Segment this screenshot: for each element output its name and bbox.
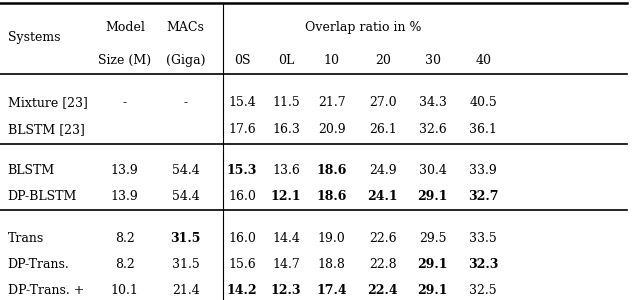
Text: 13.9: 13.9 [111,190,139,203]
Text: 12.1: 12.1 [271,190,301,203]
Text: 12.3: 12.3 [271,284,301,297]
Text: BLSTM [23]: BLSTM [23] [8,123,84,136]
Text: 13.9: 13.9 [111,164,139,176]
Text: 22.4: 22.4 [367,284,398,297]
Text: 54.4: 54.4 [172,190,200,203]
Text: 24.1: 24.1 [367,190,398,203]
Text: 26.1: 26.1 [369,123,397,136]
Text: DP-BLSTM: DP-BLSTM [8,190,77,203]
Text: 18.6: 18.6 [316,190,347,203]
Text: Systems: Systems [8,31,60,44]
Text: Model: Model [105,21,145,34]
Text: 0L: 0L [278,54,294,67]
Text: 22.8: 22.8 [369,258,397,271]
Text: 18.6: 18.6 [316,164,347,176]
Text: 40.5: 40.5 [469,96,497,109]
Text: 32.3: 32.3 [468,258,499,271]
Text: 22.6: 22.6 [369,232,397,245]
Text: 29.1: 29.1 [417,284,448,297]
Text: 32.6: 32.6 [419,123,447,136]
Text: 20.9: 20.9 [317,123,346,136]
Text: 24.9: 24.9 [369,164,397,176]
Text: 32.7: 32.7 [468,190,499,203]
Text: 19.0: 19.0 [317,232,346,245]
Text: 8.2: 8.2 [115,232,134,245]
Text: 21.4: 21.4 [172,284,200,297]
Text: 30: 30 [425,54,441,67]
Text: 10: 10 [323,54,339,67]
Text: 29.5: 29.5 [419,232,446,245]
Text: 15.3: 15.3 [227,164,257,176]
Text: 30.4: 30.4 [419,164,447,176]
Text: 20: 20 [375,54,390,67]
Text: 36.1: 36.1 [469,123,497,136]
Text: Overlap ratio in %: Overlap ratio in % [305,21,421,34]
Text: -: - [184,96,188,109]
Text: Trans: Trans [8,232,44,245]
Text: 14.7: 14.7 [272,258,300,271]
Text: 27.0: 27.0 [369,96,397,109]
Text: 18.8: 18.8 [317,258,346,271]
Text: DP-Trans.: DP-Trans. [8,258,69,271]
Text: 10.1: 10.1 [111,284,139,297]
Text: 16.3: 16.3 [272,123,300,136]
Text: 31.5: 31.5 [170,232,201,245]
Text: 29.1: 29.1 [417,190,448,203]
Text: 33.5: 33.5 [469,232,497,245]
Text: 15.6: 15.6 [228,258,256,271]
Text: MACs: MACs [166,21,205,34]
Text: 34.3: 34.3 [419,96,447,109]
Text: 32.5: 32.5 [469,284,497,297]
Text: 16.0: 16.0 [228,190,256,203]
Text: -: - [123,96,127,109]
Text: DP-Trans. +: DP-Trans. + [8,284,84,297]
Text: Mixture [23]: Mixture [23] [8,96,88,109]
Text: 17.6: 17.6 [228,123,256,136]
Text: 15.4: 15.4 [228,96,256,109]
Text: 11.5: 11.5 [272,96,300,109]
Text: (Giga): (Giga) [166,54,205,67]
Text: 54.4: 54.4 [172,164,200,176]
Text: Size (M): Size (M) [98,54,152,67]
Text: 40: 40 [475,54,492,67]
Text: 8.2: 8.2 [115,258,134,271]
Text: 16.0: 16.0 [228,232,256,245]
Text: 17.4: 17.4 [316,284,347,297]
Text: 0S: 0S [234,54,250,67]
Text: 33.9: 33.9 [469,164,497,176]
Text: 13.6: 13.6 [272,164,300,176]
Text: 14.2: 14.2 [227,284,257,297]
Text: 21.7: 21.7 [317,96,346,109]
Text: BLSTM: BLSTM [8,164,55,176]
Text: 31.5: 31.5 [172,258,200,271]
Text: 14.4: 14.4 [272,232,300,245]
Text: 29.1: 29.1 [417,258,448,271]
